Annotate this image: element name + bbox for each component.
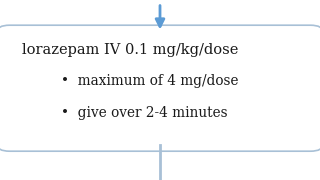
Text: lorazepam IV 0.1 mg/kg/dose: lorazepam IV 0.1 mg/kg/dose <box>22 43 239 57</box>
FancyBboxPatch shape <box>0 25 320 151</box>
Text: •  give over 2-4 minutes: • give over 2-4 minutes <box>61 106 228 120</box>
Text: •  maximum of 4 mg/dose: • maximum of 4 mg/dose <box>61 74 238 88</box>
